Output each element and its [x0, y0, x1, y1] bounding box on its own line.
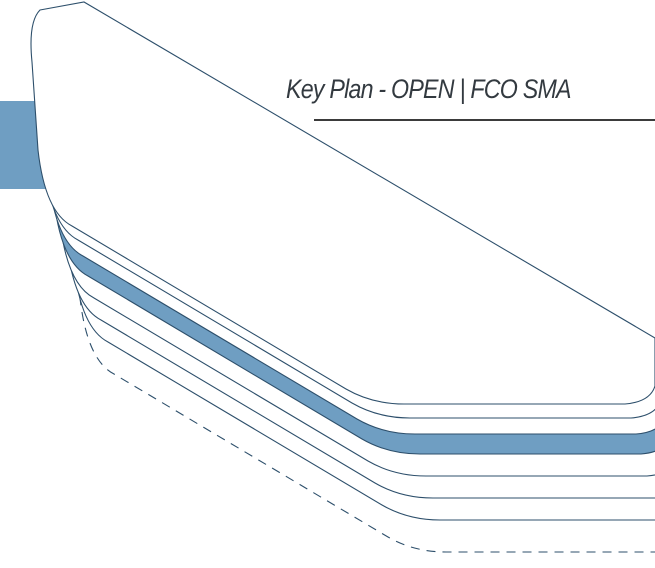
title-underline: [314, 119, 655, 121]
page-title: Key Plan - OPEN | FCO SMA: [286, 74, 572, 104]
